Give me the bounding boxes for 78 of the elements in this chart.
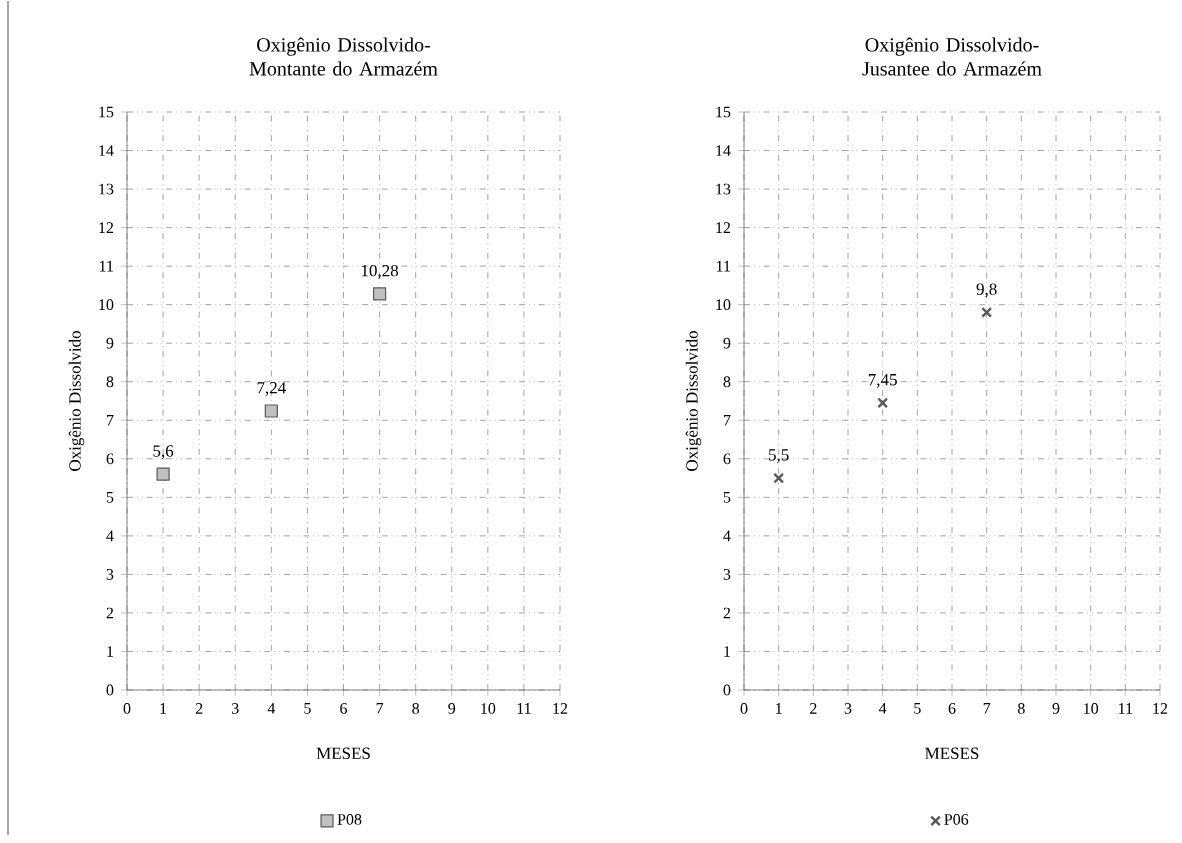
y-axis-title: Oxigênio Dissolvido	[685, 331, 702, 471]
y-tick-label: 0	[106, 684, 114, 696]
point	[264, 404, 278, 418]
x-tick-label: 11	[1119, 703, 1133, 714]
x-tick-label: 2	[810, 703, 817, 714]
x-tick-label: 7	[983, 703, 991, 714]
y-tick-label: 8	[723, 376, 731, 388]
data-label: 5,5	[769, 449, 789, 463]
y-tick-label: 2	[106, 607, 114, 619]
x-tick-label: 4	[878, 703, 887, 714]
y-tick-label: 15	[716, 106, 731, 118]
x-tick-label: 12	[553, 703, 568, 714]
x-tick-label: 11	[517, 703, 531, 714]
y-tick-label: 4	[723, 530, 731, 542]
y-tick-label: 7	[107, 415, 114, 426]
data-label: 7,24	[257, 382, 286, 396]
x-tick-label: 9	[448, 703, 456, 714]
point	[773, 472, 785, 484]
y-tick-label: 7	[724, 415, 731, 426]
y-tick-label: 10	[99, 299, 114, 311]
x-tick-label: 10	[481, 703, 496, 714]
y-tick-label: 5	[106, 492, 114, 503]
x-tick-label: 10	[1084, 703, 1099, 714]
x-tick-label: 6	[340, 703, 348, 714]
x-tick-label: 3	[844, 703, 852, 714]
y-tick-label: 2	[723, 607, 731, 619]
point	[877, 397, 889, 409]
x-tick-label: 4	[267, 703, 276, 714]
y-tick-label: 6	[106, 453, 114, 465]
y-tick-label: 13	[99, 183, 114, 195]
y-tick-label: 11	[99, 260, 113, 272]
y-tick-label: 4	[106, 530, 114, 542]
y-tick-label: 11	[716, 260, 730, 272]
y-tick-label: 3	[106, 569, 114, 580]
x-tick-label: 8	[412, 703, 420, 714]
x-tick-label: 9	[1052, 703, 1060, 714]
x-tick-label: 5	[304, 703, 311, 714]
y-tick-label: 5	[723, 492, 731, 503]
x-tick-label: 0	[123, 703, 131, 714]
y-tick-label: 8	[106, 376, 114, 388]
legend-label: P08	[337, 814, 362, 825]
legend-label: P06	[944, 814, 969, 825]
x-tick-label: 7	[376, 703, 384, 714]
x-tick-label: 1	[776, 703, 782, 714]
y-tick-label: 0	[723, 684, 731, 696]
point	[372, 287, 387, 301]
y-tick-label: 1	[107, 646, 113, 657]
y-tick-label: 14	[99, 145, 114, 156]
x-tick-label: 8	[1017, 703, 1025, 714]
x-axis-title: MESES	[316, 747, 370, 760]
x-tick-label: 1	[160, 703, 167, 714]
x-tick-label: 5	[914, 703, 921, 714]
y-tick-label: 9	[723, 337, 731, 349]
y-axis-title: Oxigênio Dissolvido	[68, 331, 85, 471]
y-tick-label: 10	[716, 299, 731, 311]
y-tick-label: 14	[716, 145, 731, 156]
x-tick-label: 0	[740, 703, 748, 714]
y-tick-label: 12	[716, 222, 731, 233]
data-label: 10,28	[361, 264, 399, 279]
x-tick-label: 12	[1153, 703, 1168, 714]
x-tick-label: 3	[232, 703, 239, 714]
y-tick-label: 15	[99, 106, 114, 118]
data-label: 5,6	[153, 445, 174, 460]
y-tick-label: 6	[723, 453, 731, 465]
x-tick-label: 6	[948, 703, 956, 714]
y-tick-label: 13	[716, 183, 731, 195]
y-tick-label: 12	[99, 222, 114, 233]
chart-title: Oxigênio Dissolvido- Jusantee do Armazém	[862, 37, 1042, 76]
data-label: 7,45	[868, 374, 897, 388]
point	[156, 467, 170, 481]
point	[981, 306, 993, 318]
chart-title: Oxigênio Dissolvido- Montante do Armazém	[249, 37, 438, 76]
y-tick-label: 3	[723, 569, 731, 580]
y-tick-label: 9	[106, 337, 114, 349]
x-axis-title: MESES	[925, 747, 979, 760]
y-tick-label: 1	[724, 646, 730, 657]
x-tick-label: 2	[195, 703, 203, 714]
data-label: 9,8	[976, 283, 997, 298]
